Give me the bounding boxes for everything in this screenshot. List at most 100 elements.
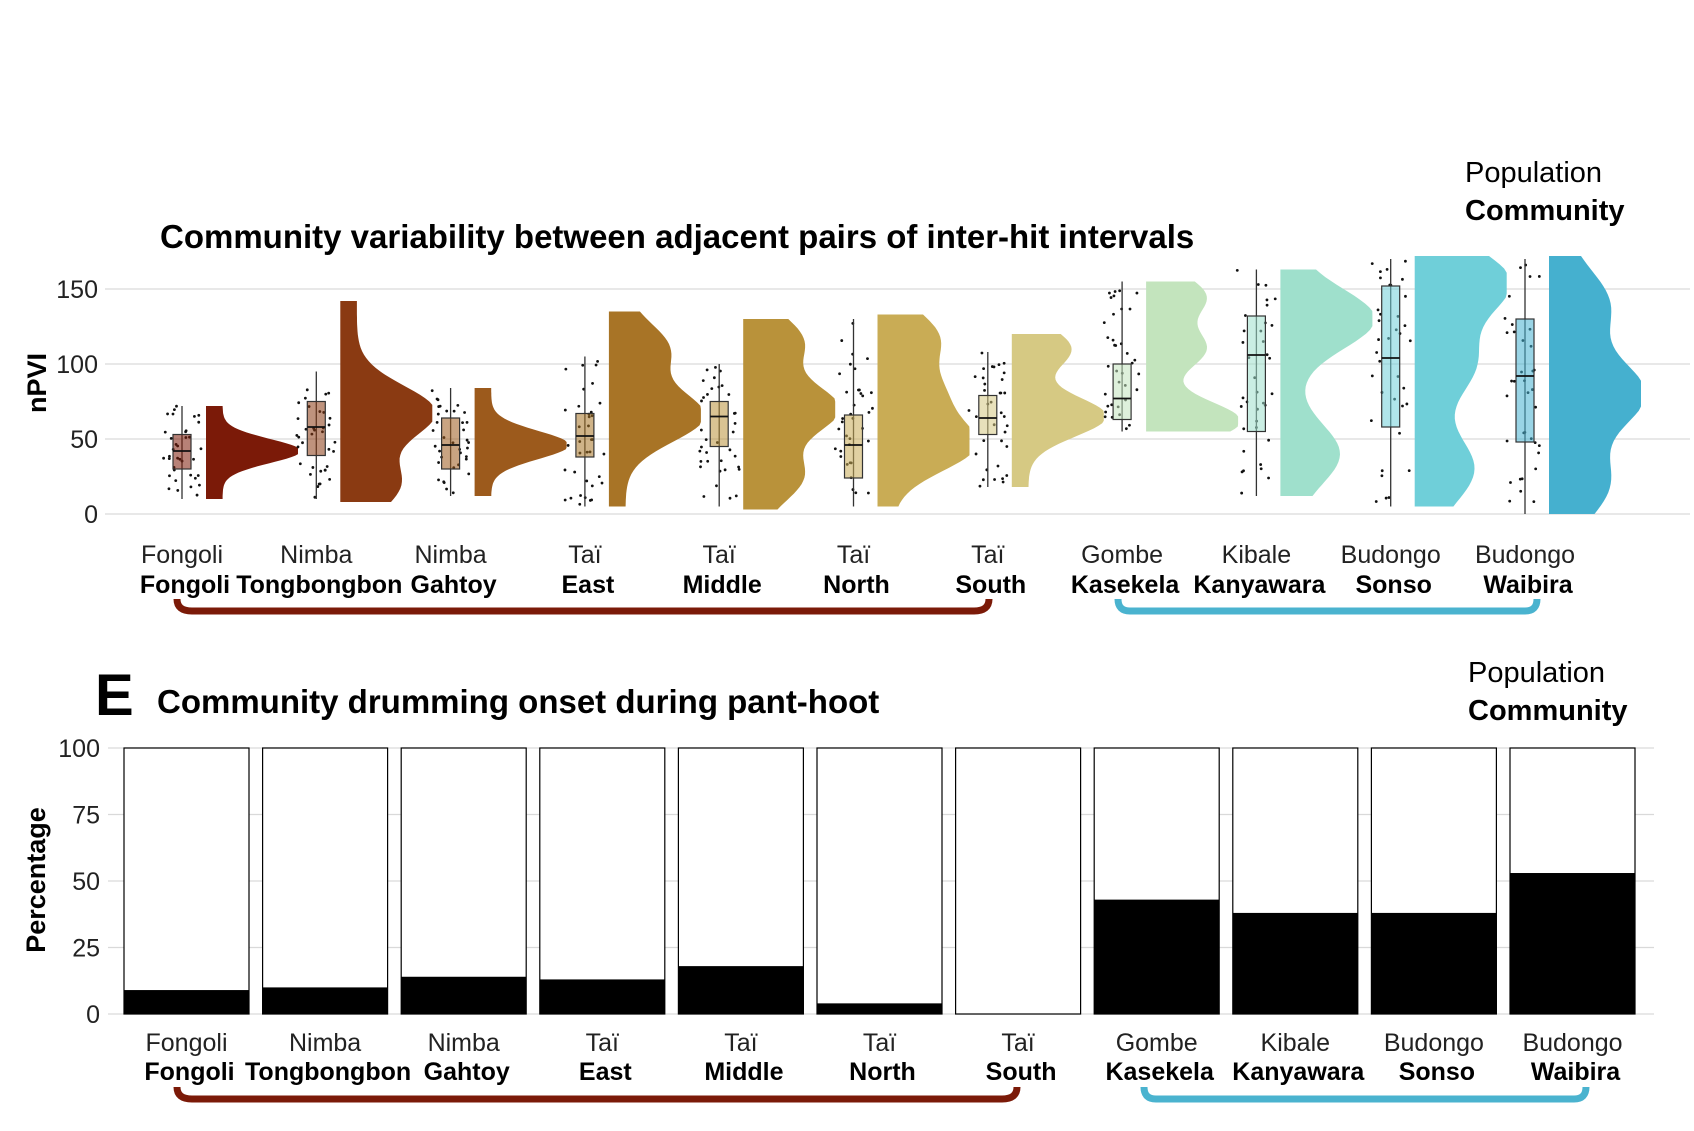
bar-background <box>954 747 1082 1015</box>
raincloud-data-point <box>318 482 322 486</box>
raincloud-data-point <box>728 496 732 500</box>
raincloud-data-point <box>706 393 709 396</box>
raincloud-data-point <box>1370 262 1374 266</box>
raincloud-data-point <box>702 495 706 498</box>
raincloud-data-point <box>1380 474 1384 478</box>
raincloud-data-point <box>867 410 871 414</box>
raincloud-data-point <box>598 401 602 405</box>
raincloud-data-point <box>297 435 301 439</box>
raincloud-data-point <box>1401 277 1404 281</box>
raincloud-data-point <box>1537 451 1541 455</box>
bar-filled-segment <box>817 1003 942 1014</box>
east-population-bracket <box>1114 598 1541 615</box>
raincloud-data-point <box>866 491 870 495</box>
raincloud-data-point <box>1106 404 1110 408</box>
raincloud-data-point <box>1380 469 1384 473</box>
raincloud-density <box>877 314 970 507</box>
raincloud-data-point <box>168 454 171 458</box>
raincloud-data-point <box>853 367 857 371</box>
raincloud-data-point <box>1112 312 1115 316</box>
raincloud-x-label-population: Budongo <box>1475 541 1575 569</box>
raincloud-group <box>563 311 701 507</box>
raincloud-data-point <box>1242 427 1246 431</box>
raincloud-data-point <box>175 404 178 408</box>
raincloud-data-point <box>1103 415 1107 419</box>
raincloud-box <box>843 414 864 479</box>
bar-filled-segment <box>1094 899 1220 1014</box>
raincloud-data-point <box>297 401 301 405</box>
raincloud-x-label-population: Taï <box>971 541 1004 569</box>
raincloud-data-point <box>1111 338 1115 342</box>
bar-x-label-community: Tongbongbon <box>245 1058 411 1086</box>
bar-background <box>816 747 943 1015</box>
raincloud-x-label-community: North <box>823 571 890 599</box>
raincloud-data-point <box>1507 294 1511 298</box>
raincloud-y-tick-label: 100 <box>56 351 98 379</box>
raincloud-data-point <box>462 428 465 432</box>
raincloud-density <box>1011 334 1104 487</box>
raincloud-data-point <box>1135 291 1139 295</box>
raincloud-data-point <box>585 479 589 483</box>
raincloud-group <box>1503 256 1641 514</box>
raincloud-data-point <box>1505 331 1509 335</box>
raincloud-data-point <box>1002 415 1006 418</box>
raincloud-x-label-population: Fongoli <box>141 541 223 569</box>
raincloud-data-point <box>974 415 978 419</box>
bar-x-label-community: North <box>849 1058 916 1086</box>
raincloud-density <box>1146 281 1239 432</box>
raincloud-data-point <box>305 388 309 392</box>
raincloud-data-point <box>1000 439 1003 443</box>
raincloud-x-label-community: Tongbongbon <box>236 571 402 599</box>
raincloud-box <box>306 400 326 457</box>
raincloud-data-point <box>193 476 197 480</box>
raincloud-data-point <box>1534 467 1538 471</box>
raincloud-data-point <box>1244 314 1247 317</box>
raincloud-data-point <box>706 459 710 463</box>
raincloud-data-point <box>198 483 201 487</box>
raincloud-y-axis-label: nPVI <box>22 353 52 413</box>
raincloud-data-point <box>171 412 175 416</box>
raincloud-data-point <box>973 375 977 379</box>
bar-x-label-community: Fongoli <box>144 1058 234 1086</box>
raincloud-data-point <box>1242 449 1246 453</box>
raincloud-data-point <box>720 384 724 387</box>
raincloud-data-point <box>840 339 844 342</box>
raincloud-data-point <box>192 457 195 461</box>
raincloud-data-point <box>1106 364 1110 368</box>
raincloud-data-point <box>974 452 978 456</box>
raincloud-data-point <box>1532 500 1536 503</box>
bar-x-label-population: Taï <box>1001 1029 1034 1057</box>
raincloud-data-point <box>1001 477 1004 480</box>
bar-y-axis-label: Percentage <box>21 807 51 953</box>
raincloud-data-point <box>1520 477 1524 481</box>
raincloud-data-point <box>564 367 568 371</box>
raincloud-data-point <box>1510 379 1513 383</box>
raincloud-data-point <box>1505 439 1509 443</box>
raincloud-data-point <box>313 495 317 499</box>
raincloud-box <box>1381 285 1401 428</box>
raincloud-data-point <box>591 382 594 385</box>
bar-background <box>262 747 389 1015</box>
raincloud-data-point <box>1378 359 1382 363</box>
raincloud-data-point <box>195 493 199 497</box>
raincloud-data-point <box>1270 392 1274 396</box>
raincloud-data-point <box>1108 291 1111 295</box>
raincloud-data-point <box>1003 391 1007 395</box>
raincloud-data-point <box>859 392 863 395</box>
raincloud-data-point <box>701 379 705 383</box>
bar-x-label-community: Gahtoy <box>424 1058 510 1086</box>
raincloud-data-point <box>1002 361 1006 365</box>
raincloud-x-label-population: Taï <box>837 541 870 569</box>
bar-x-label-population: Budongo <box>1384 1029 1484 1057</box>
west-population-bracket <box>173 1086 1021 1103</box>
bar-filled-segment <box>678 966 804 1014</box>
raincloud-data-point <box>602 452 606 456</box>
raincloud-box <box>1246 315 1267 433</box>
raincloud-data-point <box>563 408 567 412</box>
raincloud-data-point <box>700 399 703 403</box>
raincloud-data-point <box>1512 379 1516 383</box>
raincloud-data-point <box>1503 317 1507 320</box>
raincloud-data-point <box>1110 403 1114 407</box>
raincloud-data-point <box>704 438 708 441</box>
raincloud-data-point <box>166 412 169 416</box>
